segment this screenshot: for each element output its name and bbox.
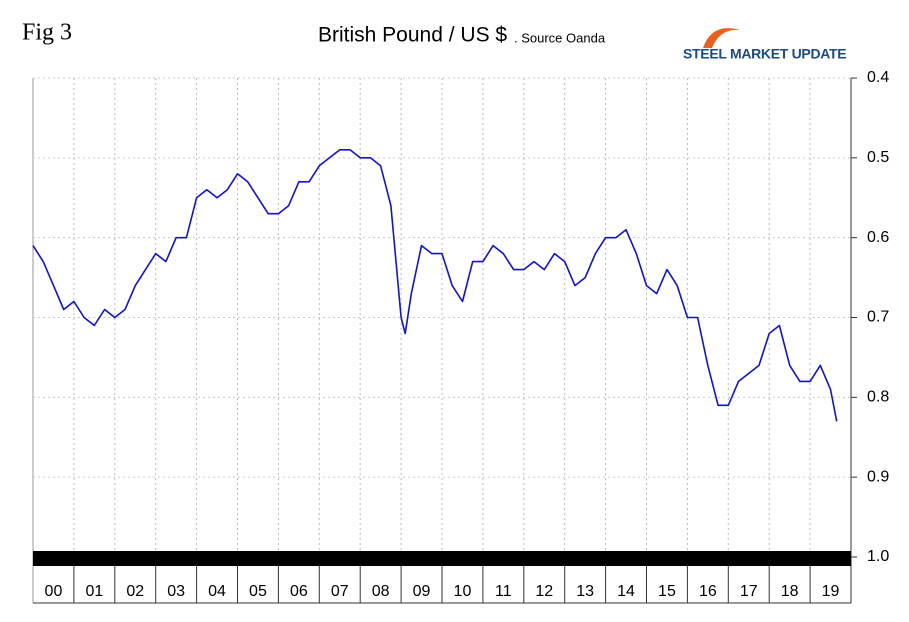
x-tick-label: 08 [372, 583, 390, 600]
x-tick-label: 11 [495, 583, 512, 600]
x-tick-label: 17 [740, 583, 758, 600]
x-tick-label: 14 [617, 583, 635, 600]
chart-title: British Pound / US $ [318, 24, 507, 47]
y-tick-label: 0.4 [867, 69, 889, 86]
x-tick-label: 10 [454, 583, 472, 600]
series-line [32, 149, 838, 422]
x-tick-label: 05 [249, 583, 267, 600]
logo-swoosh [703, 28, 740, 48]
x-tick-label: 07 [331, 583, 349, 600]
y-tick-label: 0.9 [867, 468, 889, 485]
y-tick-label: 0.6 [867, 229, 889, 246]
x-tick-label: 18 [781, 583, 799, 600]
x-tick-label: 03 [167, 583, 185, 600]
x-tick-label: 19 [822, 583, 840, 600]
y-tick-label: 1.0 [867, 548, 889, 565]
logo: STEEL MARKET UPDATE [683, 46, 846, 62]
base-bar [33, 551, 851, 566]
chart-subtitle: . Source Oanda [514, 30, 606, 45]
y-tick-label: 0.8 [867, 389, 889, 406]
x-tick-label: 15 [658, 583, 676, 600]
y-tick-label: 0.5 [867, 149, 889, 166]
figure-label: Fig 3 [22, 20, 72, 46]
x-tick-label: 06 [290, 583, 308, 600]
x-tick-label: 01 [85, 583, 103, 600]
y-tick-label: 0.7 [867, 309, 889, 326]
x-tick-label: 02 [126, 583, 144, 600]
x-tick-label: 04 [208, 583, 226, 600]
x-tick-label: 13 [576, 583, 594, 600]
x-tick-label: 12 [535, 583, 553, 600]
x-tick-label: 09 [413, 583, 431, 600]
x-tick-label: 16 [699, 583, 717, 600]
x-tick-label: 00 [45, 583, 63, 600]
